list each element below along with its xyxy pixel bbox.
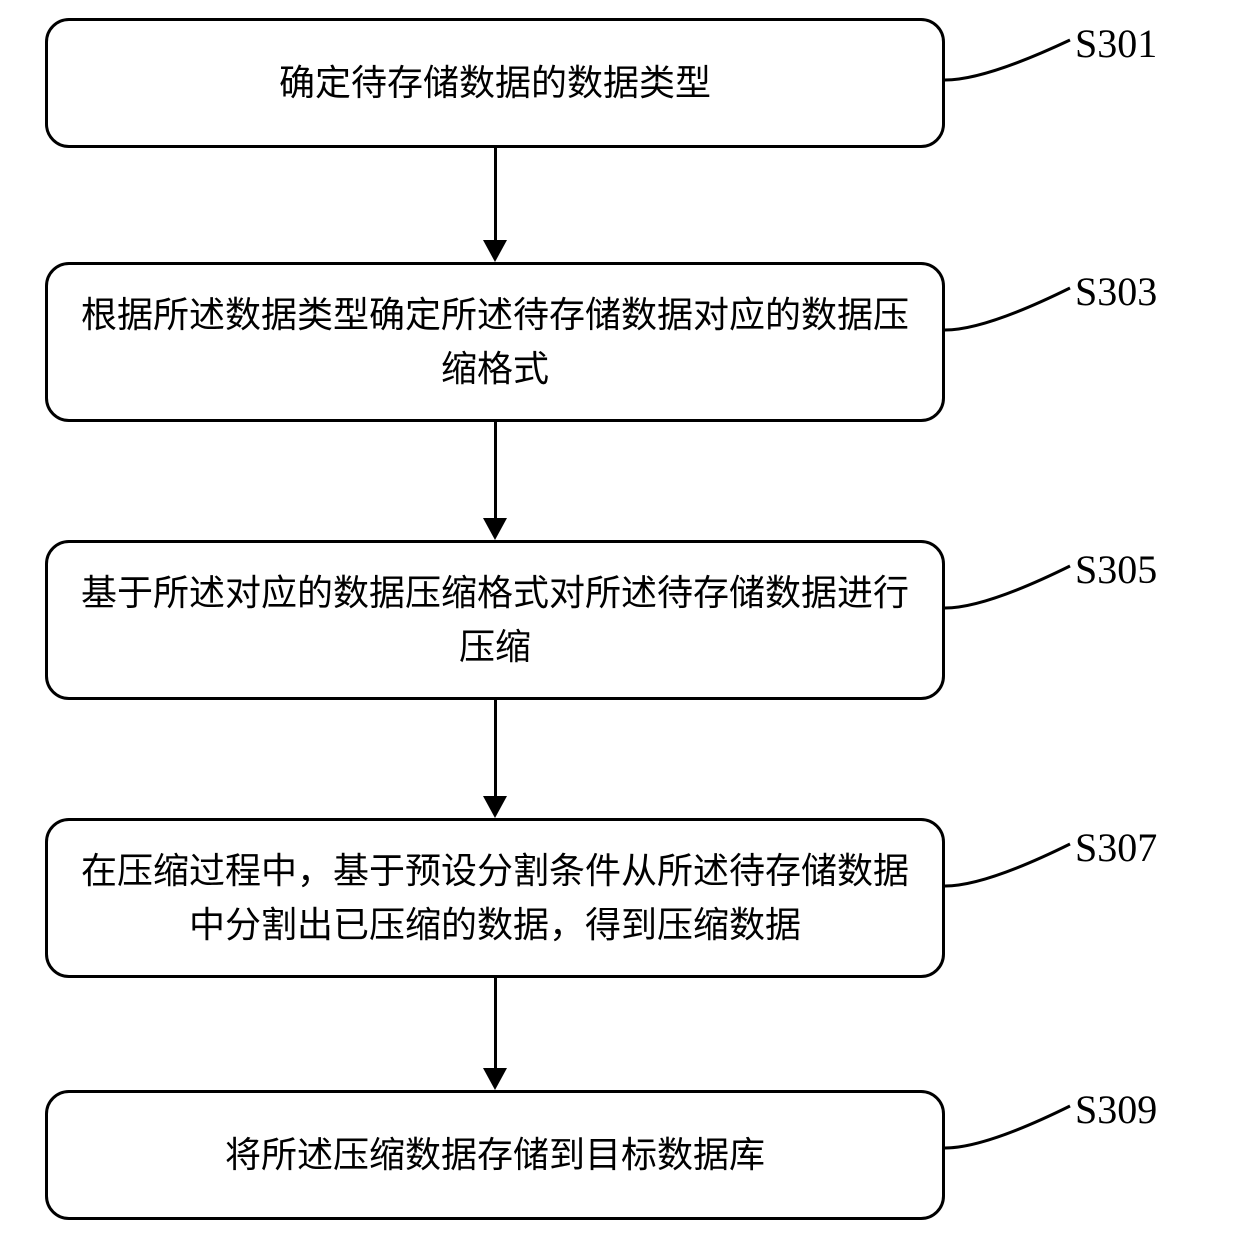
flow-arrow-head (483, 796, 507, 818)
flow-arrow (494, 700, 497, 796)
callout-s303 (945, 268, 1075, 348)
flow-node-text: 确定待存储数据的数据类型 (279, 56, 711, 110)
flow-arrow-head (483, 240, 507, 262)
flow-node-s307: 在压缩过程中，基于预设分割条件从所述待存储数据中分割出已压缩的数据，得到压缩数据 (45, 818, 945, 978)
step-label-s303: S303 (1075, 268, 1157, 315)
flow-arrow (494, 148, 497, 240)
step-label-s301: S301 (1075, 20, 1157, 67)
flow-node-s309: 将所述压缩数据存储到目标数据库 (45, 1090, 945, 1220)
callout-s305 (945, 546, 1075, 626)
flow-node-s305: 基于所述对应的数据压缩格式对所述待存储数据进行压缩 (45, 540, 945, 700)
step-label-s309: S309 (1075, 1086, 1157, 1133)
callout-s301 (945, 20, 1075, 100)
flow-arrow-head (483, 1068, 507, 1090)
flow-node-text: 在压缩过程中，基于预设分割条件从所述待存储数据中分割出已压缩的数据，得到压缩数据 (72, 844, 918, 952)
flowchart-canvas: 确定待存储数据的数据类型 S301 根据所述数据类型确定所述待存储数据对应的数据… (0, 0, 1240, 1235)
flow-arrow-head (483, 518, 507, 540)
flow-arrow (494, 422, 497, 518)
flow-node-s301: 确定待存储数据的数据类型 (45, 18, 945, 148)
step-label-s307: S307 (1075, 824, 1157, 871)
flow-node-text: 基于所述对应的数据压缩格式对所述待存储数据进行压缩 (72, 566, 918, 674)
flow-node-text: 根据所述数据类型确定所述待存储数据对应的数据压缩格式 (72, 288, 918, 396)
flow-node-s303: 根据所述数据类型确定所述待存储数据对应的数据压缩格式 (45, 262, 945, 422)
flow-arrow (494, 978, 497, 1068)
callout-s307 (945, 824, 1075, 904)
step-label-s305: S305 (1075, 546, 1157, 593)
flow-node-text: 将所述压缩数据存储到目标数据库 (225, 1128, 765, 1182)
callout-s309 (945, 1086, 1075, 1166)
